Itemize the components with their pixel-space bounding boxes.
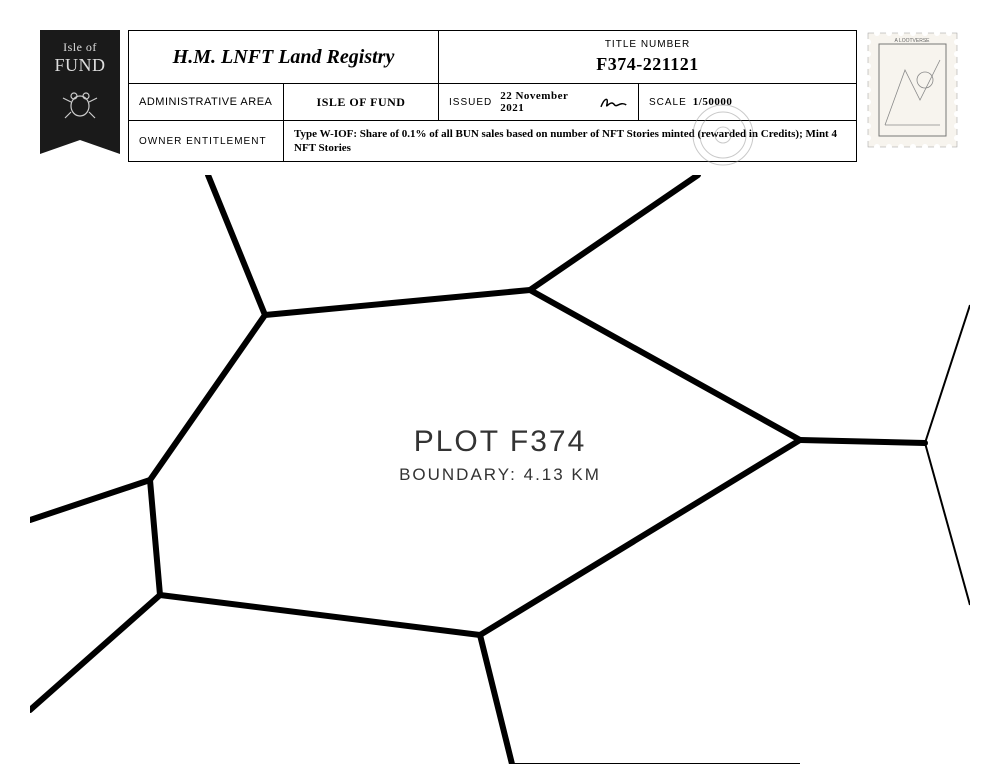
scale-label: SCALE: [649, 97, 687, 108]
owner-label: OWNER ENTITLEMENT: [129, 121, 284, 161]
svg-text:A LOOTVERSE: A LOOTVERSE: [894, 38, 930, 44]
frog-crest-icon: [58, 80, 102, 124]
ribbon-line1: Isle of: [40, 40, 120, 55]
owner-value: Type W-IOF: Share of 0.1% of all BUN sal…: [284, 121, 856, 161]
issued-value: 22 November 2021: [500, 90, 593, 114]
header: Isle of FUND H.M. LNFT Land Registry TIT…: [40, 30, 960, 160]
title-number-label: TITLE NUMBER: [605, 39, 690, 50]
issued-label: ISSUED: [449, 97, 492, 108]
plot-name: PLOT F374: [30, 425, 970, 459]
issued-cell: ISSUED 22 November 2021: [439, 84, 639, 120]
seal-stamp-icon: [688, 100, 758, 170]
admin-area-label: ADMINISTRATIVE AREA: [129, 84, 284, 120]
title-number-value: F374-221121: [596, 54, 699, 75]
page: Isle of FUND H.M. LNFT Land Registry TIT…: [0, 0, 1000, 784]
plot-label: PLOT F374 BOUNDARY: 4.13 KM: [30, 425, 970, 485]
postage-stamp: A LOOTVERSE: [865, 30, 960, 150]
plot-map: PLOT F374 BOUNDARY: 4.13 KM: [30, 175, 970, 764]
ribbon-line2: FUND: [40, 55, 120, 76]
signature-icon: [599, 93, 628, 111]
registry-title: H.M. LNFT Land Registry: [129, 31, 439, 83]
title-number-cell: TITLE NUMBER F374-221121: [439, 31, 856, 83]
ribbon-badge: Isle of FUND: [40, 30, 120, 140]
admin-area-value: ISLE OF FUND: [284, 84, 439, 120]
plot-boundary: BOUNDARY: 4.13 KM: [30, 465, 970, 485]
